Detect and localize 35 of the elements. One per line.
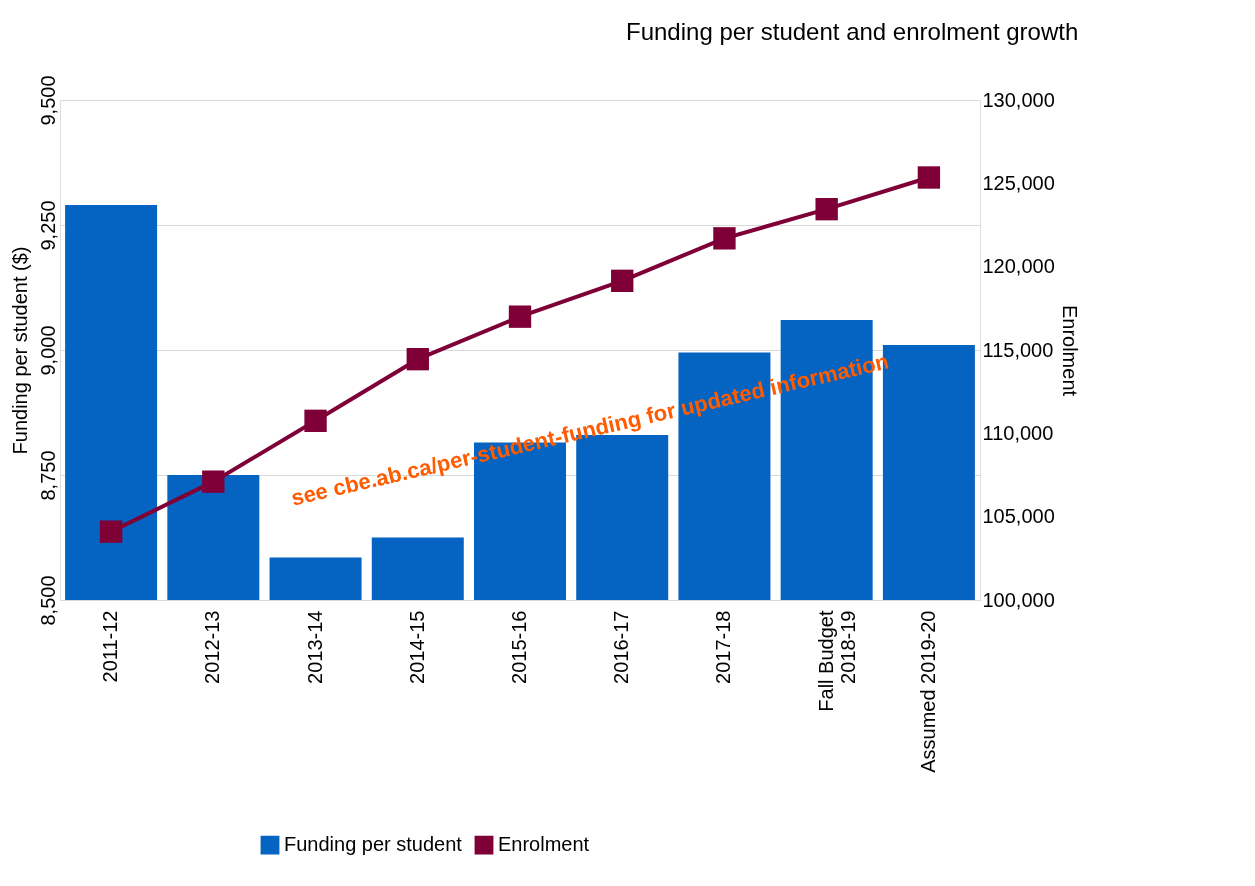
point — [815, 197, 838, 221]
x-tick-label: Fall Budget 2018-19 — [814, 610, 859, 712]
legend-label: Enrolment — [498, 833, 590, 856]
x-tick-label: 2015-16 — [508, 610, 530, 684]
point — [917, 166, 941, 189]
legend-label: Funding per student — [284, 833, 463, 856]
y2-tick-label: 100,000 — [982, 588, 1055, 611]
point — [508, 305, 532, 328]
y2-tick-label: 115,000 — [982, 338, 1054, 361]
x-tick-label: 2014-15 — [405, 610, 428, 684]
point — [202, 470, 225, 493]
point — [99, 520, 123, 543]
y2-tick-label: 105,000 — [982, 505, 1055, 528]
y2-axis-title: Enrolment — [1058, 304, 1081, 397]
chart-title: Funding per student and enrolment growth — [626, 17, 1079, 45]
point — [611, 269, 634, 293]
x-tick-label: 2012-13 — [201, 610, 224, 684]
y-tick-label: 8,750 — [36, 450, 59, 501]
point — [713, 227, 736, 250]
x-tick-label: 2013-14 — [303, 610, 326, 684]
y-axis-title: Funding per student ($) — [8, 246, 31, 455]
y2-tick-label: 120,000 — [982, 255, 1055, 278]
y-tick-label: 8,500 — [36, 575, 59, 626]
y2-tick-label: 125,000 — [982, 171, 1055, 194]
y2-tick-label: 110,000 — [982, 421, 1054, 444]
point — [406, 347, 429, 371]
y-tick-label: 9,500 — [36, 75, 59, 126]
x-tick-label: Assumed 2019-20 — [916, 610, 939, 773]
x-tick-label: 2016-17 — [610, 610, 633, 684]
x-tick-label: 2011-12 — [99, 610, 122, 683]
point — [304, 409, 327, 433]
y-tick-label: 9,250 — [36, 200, 59, 251]
x-tick-label: 2017-18 — [712, 610, 735, 684]
y2-tick-label: 130,000 — [982, 88, 1055, 111]
y-tick-label: 9,000 — [36, 325, 59, 376]
